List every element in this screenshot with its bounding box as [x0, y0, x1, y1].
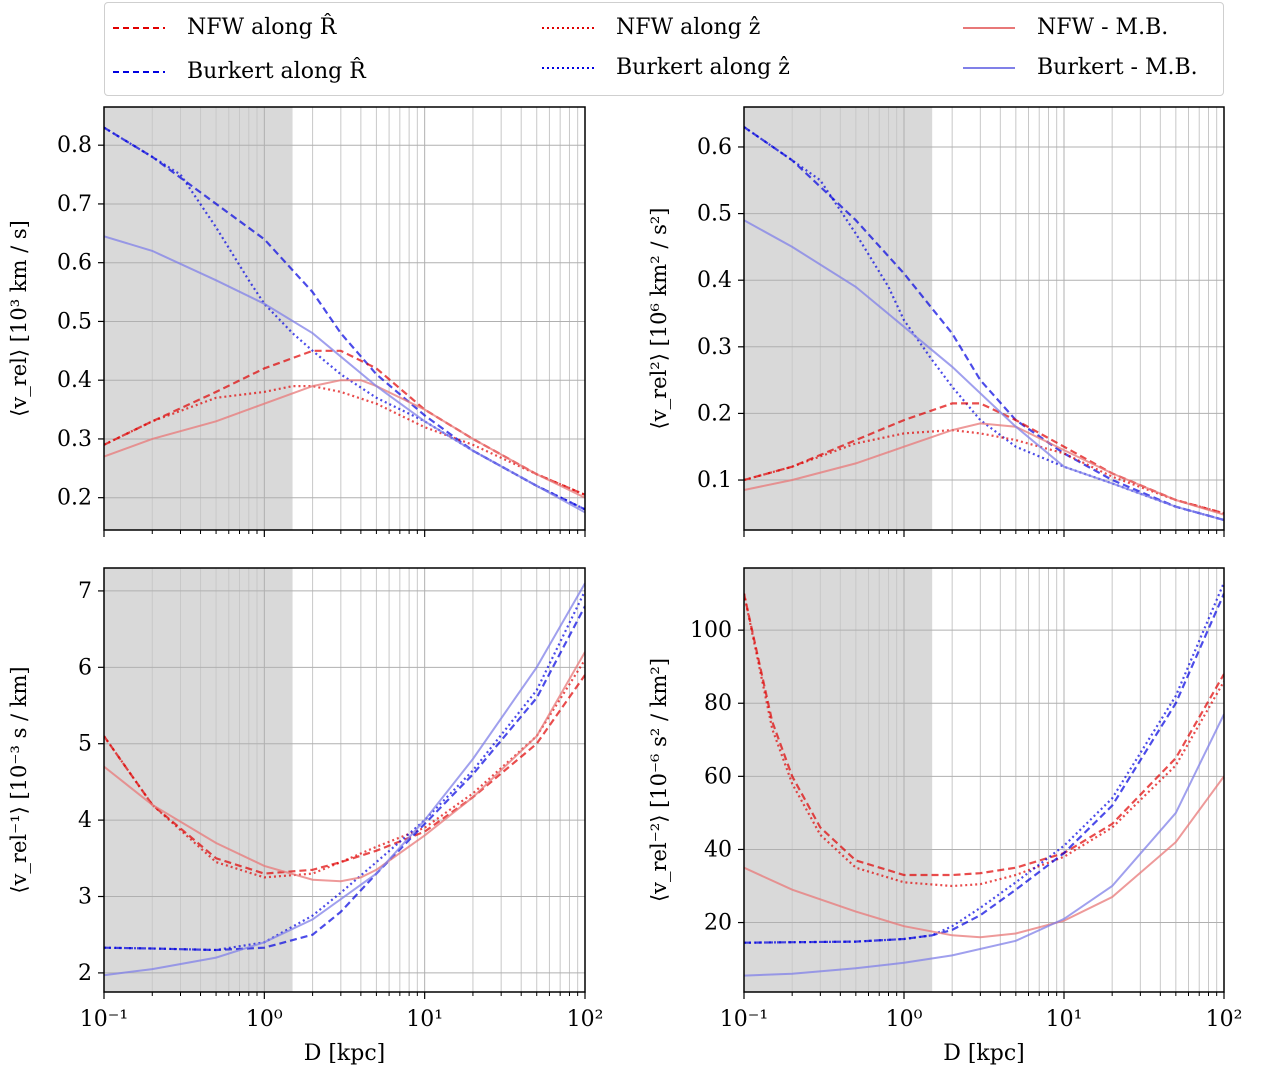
series-nfw-along-	[744, 593, 1224, 888]
y-tick-label: 0.7	[57, 192, 92, 217]
y-axis-label: ⟨v_rel²⟩ [10⁶ km² / s²]	[647, 208, 671, 430]
shaded-region	[104, 568, 293, 992]
y-axis-label: ⟨v_rel⁻¹⟩ [10⁻³ s / km]	[7, 666, 31, 893]
y-tick-label: 0.4	[57, 368, 92, 393]
shaded-region	[744, 107, 933, 530]
series-burkert-along-r-	[744, 126, 1224, 522]
chart-panel-4: 20 40 60 80 100 10⁻¹ 10⁰ 10¹ 10² ⟨v_rel⁻²⟩ [10⁻⁶ …	[647, 567, 1243, 1066]
x-tick-label: 10⁻¹	[720, 1007, 768, 1032]
y-tick-label: 40	[704, 837, 732, 862]
legend-label: Burkert - M.B.	[1037, 55, 1198, 80]
axes-frame	[743, 106, 1225, 531]
y-tick-label: 60	[704, 764, 732, 789]
series-nfw-m-b-	[744, 775, 1224, 939]
y-tick-label: 0.1	[697, 468, 732, 493]
chart-panel-3: 2 3 4 5 6 7 10⁻¹ 10⁰ 10¹ 10² ⟨v_rel⁻¹⟩ [10⁻³ s / k…	[7, 567, 604, 1066]
y-tick-label: 0.3	[57, 427, 92, 452]
y-tick-label: 0.8	[57, 133, 92, 158]
legend-label: NFW - M.B.	[1037, 15, 1169, 40]
series-nfw-along-	[744, 428, 1224, 515]
x-tick-label: 10²	[567, 1007, 604, 1032]
x-tick-label: 10¹	[406, 1007, 443, 1032]
series-nfw-m-b-	[104, 651, 585, 883]
y-tick-label: 4	[78, 808, 92, 833]
y-tick-label: 3	[78, 885, 92, 910]
shaded-region	[744, 568, 933, 992]
series-nfw-along-	[104, 659, 585, 879]
series-burkert-along-	[104, 590, 585, 952]
legend-item-burkert-r: Burkert along R̂	[113, 59, 366, 84]
chart-panel-2: 0.1 0.2 0.3 0.4 0.5 0.6 ⟨v_rel²⟩ [10⁶ km² / s²…	[647, 106, 1225, 537]
x-axis-label: D [kpc]	[304, 1041, 386, 1066]
y-tick-label: 0.6	[57, 251, 92, 276]
x-tick-label: 10⁻¹	[80, 1007, 128, 1032]
legend-label: Burkert along ẑ	[616, 55, 790, 80]
series-burkert-m-b-	[104, 235, 585, 514]
y-tick-label: 100	[690, 618, 732, 643]
x-tick-label: 10⁰	[246, 1007, 283, 1032]
y-tick-label: 0.2	[697, 401, 732, 426]
y-tick-label: 0.4	[697, 268, 732, 293]
series-nfw-m-b-	[744, 422, 1224, 516]
y-tick-label: 0.6	[697, 135, 732, 160]
y-axis-label: ⟨v_rel⁻²⟩ [10⁻⁶ s² / km²]	[647, 658, 671, 902]
series-burkert-m-b-	[744, 713, 1224, 977]
axes-frame	[743, 567, 1225, 993]
series-burkert-m-b-	[104, 582, 585, 977]
y-tick-label: 0.2	[57, 486, 92, 511]
y-tick-label: 80	[704, 691, 732, 716]
series-burkert-along-	[744, 582, 1224, 944]
series-nfw-m-b-	[104, 379, 585, 499]
y-tick-label: 0.3	[697, 335, 732, 360]
x-tick-label: 10¹	[1046, 1007, 1083, 1032]
legend-item-nfw-r: NFW along R̂	[113, 15, 336, 40]
series-burkert-along-r-	[744, 593, 1224, 944]
legend-item-nfw-mb: NFW - M.B.	[963, 15, 1168, 40]
legend-label: NFW along ẑ	[616, 15, 761, 40]
legend-label: NFW along R̂	[187, 15, 337, 40]
y-tick-label: 6	[78, 655, 92, 680]
y-tick-label: 20	[704, 911, 732, 936]
y-tick-label: 7	[78, 579, 92, 604]
x-axis-label: D [kpc]	[943, 1041, 1025, 1066]
axes-frame	[103, 106, 586, 531]
series-nfw-along-r-	[744, 593, 1224, 877]
legend-item-nfw-z: NFW along ẑ	[542, 15, 760, 40]
y-tick-label: 0.5	[697, 202, 732, 227]
x-tick-label: 10⁰	[886, 1007, 923, 1032]
y-tick-label: 5	[78, 732, 92, 757]
axes-frame	[103, 567, 586, 993]
y-tick-label: 0.5	[57, 309, 92, 334]
legend: NFW along R̂ Burkert along R̂ NFW along …	[104, 2, 1224, 96]
legend-label: Burkert along R̂	[187, 59, 366, 84]
legend-item-burkert-mb: Burkert - M.B.	[963, 55, 1198, 80]
series-burkert-m-b-	[744, 219, 1224, 521]
legend-item-burkert-z: Burkert along ẑ	[542, 55, 790, 80]
shaded-region	[104, 107, 293, 530]
y-tick-label: 2	[78, 961, 92, 986]
y-axis-label: ⟨v_rel⟩ [10³ km / s]	[7, 220, 31, 417]
x-tick-label: 10²	[1206, 1007, 1243, 1032]
series-nfw-along-	[104, 385, 585, 496]
chart-panel-1: 0.2 0.3 0.4 0.5 0.6 0.7 0.8 ⟨v_rel⟩ [10³ km / s…	[7, 106, 586, 537]
